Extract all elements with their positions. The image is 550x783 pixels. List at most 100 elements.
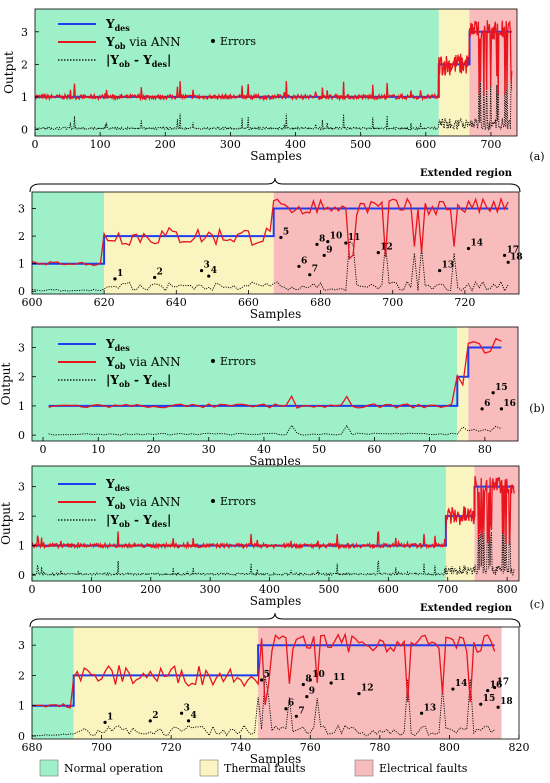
legend-errors-label: Errors [220, 35, 256, 48]
y-axis-label: Output [2, 51, 16, 94]
error-point [486, 688, 490, 693]
x-tick-label: 640 [166, 296, 187, 309]
error-point [207, 274, 211, 278]
y-tick-label: 0 [18, 429, 25, 442]
extended-region-brace [29, 612, 521, 628]
y-tick-label: 3 [18, 639, 25, 652]
legend-errors-marker [211, 359, 215, 363]
error-label: 7 [298, 706, 304, 716]
error-point [438, 268, 442, 273]
x-tick-label: 820 [509, 741, 530, 754]
error-label: 18 [500, 697, 513, 707]
y-tick-label: 2 [18, 669, 25, 682]
error-point [297, 264, 301, 269]
x-tick-label: 600 [378, 583, 399, 596]
error-label: 11 [348, 233, 361, 243]
x-tick-label: 100 [90, 138, 111, 151]
y-tick-label: 3 [18, 341, 25, 354]
error-label: 6 [484, 399, 490, 409]
series-error-line [32, 516, 515, 577]
panel-label: (a) [529, 150, 544, 163]
x-tick-label: 70 [423, 443, 437, 456]
error-point [199, 268, 204, 273]
series-observer-line [32, 196, 509, 267]
legend-swatch-1 [199, 759, 219, 777]
panel-label: (c) [530, 598, 545, 611]
x-tick-label: 680 [22, 741, 43, 754]
x-tick-label: 0 [32, 138, 39, 151]
error-label: 15 [483, 694, 496, 704]
y-tick-label: 0 [21, 123, 28, 136]
error-label: 10 [330, 232, 343, 242]
y-tick-label: 1 [18, 700, 25, 713]
x-tick-label: 740 [230, 741, 251, 754]
x-tick-label: 700 [91, 741, 112, 754]
series-desired-line [32, 207, 509, 265]
error-point [357, 691, 361, 696]
series-observer-line [32, 632, 496, 709]
error-label: 3 [184, 703, 190, 713]
error-label: 9 [326, 245, 332, 255]
chart-b_main: 0 10 20 30 40 50 60 70 80 0 1 2 3 Samples Output 6 15 16 [0, 326, 519, 468]
error-label: 18 [510, 252, 523, 262]
x-tick-label: 60 [367, 443, 381, 456]
region-normal [32, 627, 74, 739]
error-label: 13 [424, 703, 437, 713]
legend-errors-marker [211, 499, 215, 503]
error-point [186, 719, 191, 723]
error-point [113, 277, 117, 281]
y-tick-label: 1 [18, 540, 25, 553]
series-error-line [35, 65, 513, 131]
plot-frame [31, 465, 520, 582]
x-tick-label: 200 [140, 583, 161, 596]
error-point [329, 681, 333, 685]
x-axis-label: Samples [250, 307, 302, 321]
x-tick-label: 20 [147, 443, 161, 456]
error-point [499, 407, 504, 411]
legend-swatch-2 [354, 759, 374, 777]
error-label: 1 [107, 712, 113, 722]
error-label: 6 [288, 699, 294, 709]
error-point [420, 711, 424, 715]
error-point [259, 678, 264, 682]
x-tick-label: 500 [318, 583, 339, 596]
error-label: 10 [312, 670, 325, 680]
error-point [466, 246, 471, 251]
x-tick-label: 400 [285, 138, 306, 151]
chart-a_main: 0 100 200 300 400 500 600 700 0 1 2 3 Samples Output [2, 8, 518, 163]
region-normal [32, 466, 446, 581]
legend-errors-label: Errors [220, 495, 256, 508]
error-label: 7 [312, 265, 318, 275]
y-axis-label: Output [0, 363, 13, 406]
error-point [179, 711, 184, 715]
extended-region-label: Extended region [420, 168, 513, 179]
x-tick-label: 300 [200, 583, 221, 596]
panel-label: (b) [529, 402, 545, 415]
x-axis-label: Samples [250, 594, 302, 608]
error-label: 1 [117, 269, 123, 279]
error-point [479, 702, 483, 706]
error-label: 17 [497, 678, 510, 688]
panels: 0 100 200 300 400 500 600 7000123SamplesOutput6… [0, 8, 530, 766]
error-point [493, 685, 497, 690]
error-label: 15 [495, 383, 508, 393]
region-thermal [438, 9, 470, 136]
x-axis-label: Samples [250, 752, 302, 766]
legend-label-1: Thermal faults [224, 762, 306, 775]
error-label: 9 [309, 687, 315, 697]
x-tick-label: 600 [415, 138, 436, 151]
y-tick-label: 0 [18, 730, 25, 743]
x-tick-label: 300 [220, 138, 241, 151]
series-observer-line [48, 337, 502, 409]
y-tick-label: 0 [18, 569, 25, 582]
error-label: 8 [305, 675, 311, 685]
region-thermal [73, 627, 259, 739]
series-desired-line [32, 644, 495, 707]
x-tick-label: 700 [382, 296, 403, 309]
y-axis-label: Output [0, 502, 13, 545]
error-point [103, 720, 107, 724]
x-tick-label: 700 [437, 583, 458, 596]
extended-region-brace [29, 177, 521, 193]
